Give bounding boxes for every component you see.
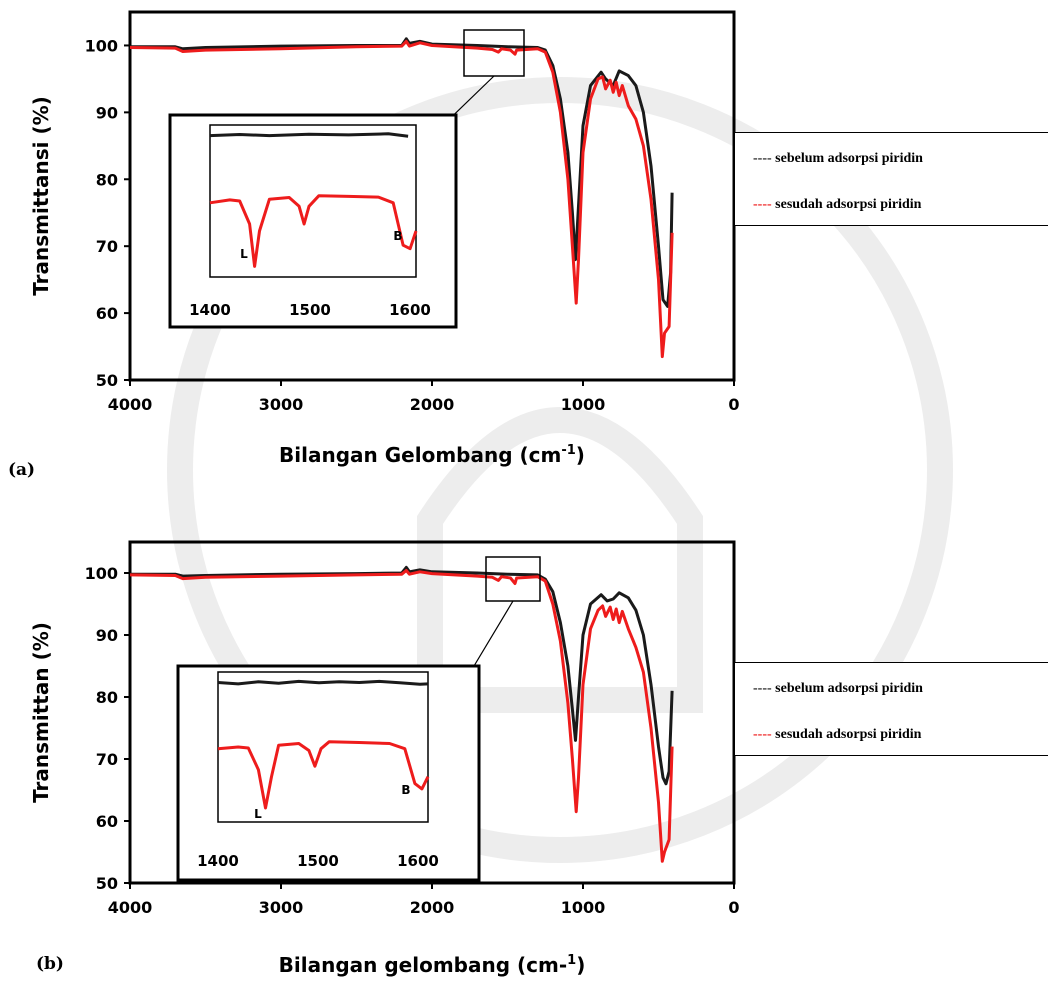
inset-x-tick-label: 1400	[189, 301, 231, 319]
series-line-after	[129, 569, 674, 863]
y-tick-label: 60	[96, 812, 118, 831]
inset-x-tick-label: 1500	[289, 301, 331, 319]
peak-label-l: L	[240, 247, 248, 261]
legend-a: ---- sebelum adsorpsi piridin ---- sesud…	[734, 132, 1048, 226]
x-tick-label: 0	[728, 395, 739, 414]
peak-label-l: L	[254, 807, 262, 821]
legend-item-after: ---- sesudah adsorpsi piridin	[753, 727, 922, 742]
panel-label-b: (b)	[36, 954, 64, 974]
chart-panel-b: 4000 3000 2000 1000 0 100 90 80 70 60 50 Transmitta…	[0, 520, 1048, 984]
y-tick-label: 50	[96, 874, 118, 893]
x-tick-label: 1000	[561, 395, 606, 414]
inset-series-before	[217, 679, 429, 686]
x-axis-label: Bilangan Gelombang (cm-1)	[279, 443, 585, 467]
legend-item-before: ---- sebelum adsorpsi piridin	[753, 681, 923, 696]
y-tick-label: 70	[96, 237, 118, 256]
inset-x-tick-label: 1600	[389, 301, 431, 319]
series-line-after	[129, 39, 674, 359]
ir-spectrum-chart-b: 4000 3000 2000 1000 0 100 90 80 70 60 50 Transmitta…	[29, 540, 740, 977]
peak-label-b: B	[401, 783, 410, 797]
chart-panel-a: 4000 3000 2000 1000 0 100 90 80 70 60 50 Transmitta…	[0, 0, 1048, 490]
x-tick-label: 3000	[259, 898, 304, 917]
panel-label-a: (a)	[8, 460, 36, 480]
y-tick-label: 60	[96, 304, 118, 323]
y-axis-label: Transmittansi (%)	[29, 96, 53, 296]
inset-frame	[168, 113, 458, 329]
inset-frame	[176, 664, 481, 882]
x-tick-label: 2000	[410, 395, 455, 414]
peak-label-b: B	[393, 229, 402, 243]
y-tick-label: 70	[96, 750, 118, 769]
x-axis-label: Bilangan gelombang (cm-1)	[279, 953, 586, 977]
y-axis-label: Transmittan (%)	[29, 622, 53, 803]
legend-b: ---- sebelum adsorpsi piridin ---- sesud…	[734, 662, 1048, 756]
x-tick-label: 4000	[108, 395, 153, 414]
y-tick-label: 80	[96, 688, 118, 707]
inset-series-before	[209, 132, 409, 138]
x-tick-label: 4000	[108, 898, 153, 917]
y-tick-label: 50	[96, 371, 118, 390]
y-tick-label: 90	[96, 103, 118, 122]
legend-item-before: ---- sebelum adsorpsi piridin	[753, 151, 923, 166]
inset-x-tick-label: 1500	[297, 852, 339, 870]
x-tick-label: 0	[728, 898, 739, 917]
x-tick-label: 1000	[561, 898, 606, 917]
inset-plot-frame	[209, 124, 417, 278]
inset-series-after	[209, 194, 418, 268]
y-tick-label: 80	[96, 170, 118, 189]
y-tick-label: 100	[85, 36, 118, 55]
legend-item-after: ---- sesudah adsorpsi piridin	[753, 197, 922, 212]
y-tick-label: 90	[96, 626, 118, 645]
x-tick-label: 2000	[410, 898, 455, 917]
x-tick-label: 3000	[259, 395, 304, 414]
ir-spectrum-chart-a: 4000 3000 2000 1000 0 100 90 80 70 60 50 Transmitta…	[29, 10, 740, 467]
inset-x-tick-label: 1600	[397, 852, 439, 870]
inset-plot-frame	[217, 671, 429, 823]
inset-series-after	[217, 740, 430, 810]
y-tick-label: 100	[85, 564, 118, 583]
inset-x-tick-label: 1400	[197, 852, 239, 870]
